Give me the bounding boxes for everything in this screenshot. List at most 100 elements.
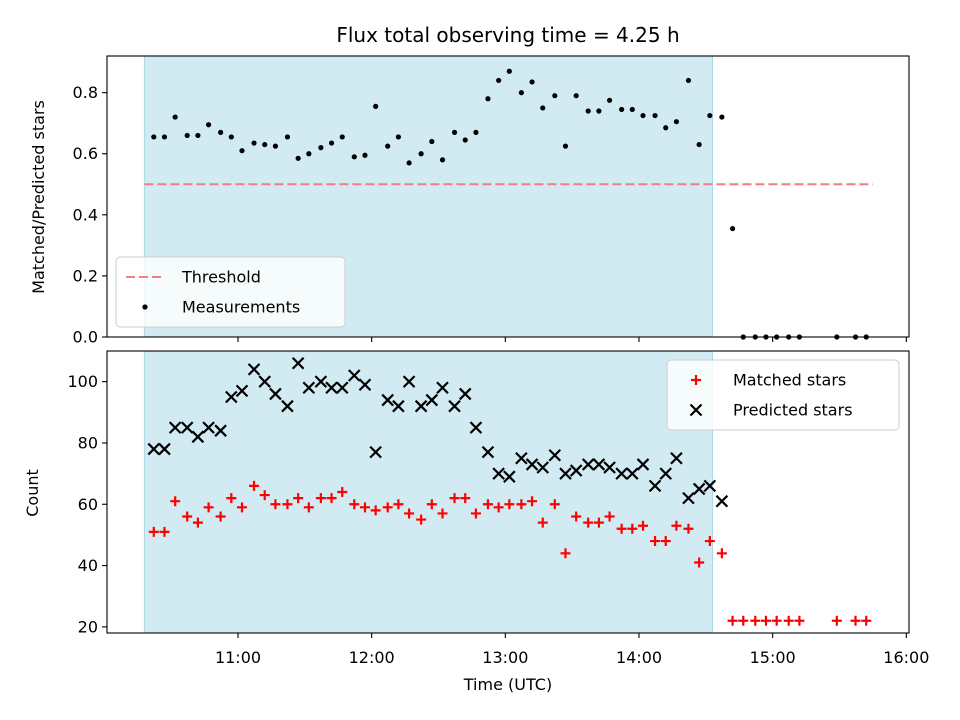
data-point bbox=[703, 479, 717, 493]
data-point bbox=[760, 615, 771, 626]
data-point bbox=[719, 114, 725, 120]
data-point bbox=[750, 615, 761, 626]
data-point bbox=[850, 615, 861, 626]
data-point bbox=[525, 458, 539, 471]
data-point bbox=[437, 508, 448, 519]
data-point bbox=[370, 505, 381, 516]
data-point bbox=[226, 493, 237, 504]
data-point bbox=[451, 129, 458, 135]
y-tick-label: 0.0 bbox=[73, 328, 98, 347]
data-point bbox=[482, 499, 493, 510]
data-point bbox=[172, 114, 178, 120]
data-point bbox=[569, 464, 583, 477]
legend-box bbox=[666, 359, 900, 431]
data-point bbox=[583, 517, 594, 528]
data-point bbox=[158, 442, 171, 456]
data-point bbox=[729, 225, 736, 232]
data-point bbox=[382, 502, 393, 513]
data-point bbox=[449, 493, 460, 504]
legend: Matched stars Predicted stars bbox=[666, 359, 900, 431]
data-point bbox=[573, 93, 579, 99]
data-point bbox=[295, 155, 301, 161]
data-point bbox=[351, 154, 357, 160]
data-point bbox=[195, 132, 201, 139]
data-point bbox=[619, 106, 625, 113]
data-point bbox=[536, 461, 550, 474]
x-tick-label: 14:00 bbox=[616, 648, 662, 667]
legend-label: Measurements bbox=[182, 298, 300, 317]
y-tick-label: 60 bbox=[78, 495, 98, 514]
data-point bbox=[458, 387, 472, 401]
data-point bbox=[359, 502, 370, 513]
data-point bbox=[214, 424, 227, 437]
data-point bbox=[831, 615, 842, 626]
data-point bbox=[439, 157, 446, 163]
data-point bbox=[460, 493, 471, 504]
data-point bbox=[259, 490, 270, 501]
data-point bbox=[337, 487, 348, 497]
x-tick-label: 15:00 bbox=[750, 648, 796, 667]
data-point bbox=[670, 452, 683, 465]
data-point bbox=[385, 143, 391, 149]
data-point bbox=[540, 105, 546, 111]
data-point bbox=[683, 523, 694, 534]
data-point bbox=[469, 421, 483, 434]
data-point bbox=[184, 132, 190, 139]
data-point bbox=[416, 514, 427, 525]
data-point bbox=[235, 384, 249, 398]
data-point bbox=[315, 493, 326, 504]
data-point bbox=[707, 112, 713, 119]
data-point bbox=[615, 467, 628, 480]
data-point bbox=[640, 112, 646, 119]
data-point bbox=[585, 108, 591, 114]
data-point bbox=[562, 143, 569, 149]
data-point bbox=[147, 442, 161, 456]
data-point bbox=[715, 494, 729, 508]
data-point bbox=[404, 508, 415, 519]
data-point bbox=[414, 399, 428, 413]
data-point bbox=[335, 381, 349, 395]
data-point bbox=[529, 79, 535, 85]
data-point bbox=[326, 493, 337, 504]
data-point bbox=[783, 615, 794, 626]
data-point bbox=[203, 502, 214, 513]
legend-label: Matched stars bbox=[733, 371, 846, 390]
data-point bbox=[473, 129, 479, 135]
data-point bbox=[358, 378, 372, 391]
data-point bbox=[339, 134, 345, 140]
data-point bbox=[648, 479, 662, 493]
y-tick-label: 100 bbox=[67, 372, 98, 391]
x-tick-label: 13:00 bbox=[482, 648, 528, 667]
data-point bbox=[393, 499, 404, 510]
data-point bbox=[596, 108, 602, 114]
data-point bbox=[251, 140, 257, 146]
panel-counts: 20 40 60 80 100 11:00 12:00 13:00 14:00 15:00 16:0… bbox=[67, 350, 929, 667]
data-point bbox=[629, 106, 635, 113]
data-point bbox=[284, 134, 291, 140]
data-point bbox=[727, 615, 738, 626]
data-point bbox=[552, 93, 558, 99]
data-point bbox=[606, 97, 613, 103]
data-point bbox=[282, 499, 293, 510]
data-point bbox=[373, 103, 379, 109]
data-point bbox=[515, 452, 528, 465]
data-point bbox=[182, 511, 193, 522]
data-point bbox=[504, 499, 515, 510]
legend: Threshold Measurements bbox=[115, 256, 346, 328]
data-point bbox=[202, 421, 215, 434]
data-point bbox=[692, 482, 706, 496]
data-point bbox=[362, 152, 368, 158]
data-point bbox=[462, 137, 468, 143]
data-point bbox=[771, 615, 782, 626]
y-axis-label-ratio: Matched/Predicted stars bbox=[29, 100, 48, 294]
data-point bbox=[168, 421, 182, 434]
data-point bbox=[281, 399, 294, 413]
data-point bbox=[549, 499, 560, 510]
data-point bbox=[581, 458, 595, 471]
series-matched-stars bbox=[148, 480, 872, 626]
chart-title: Flux total observing time = 4.25 h bbox=[336, 23, 679, 47]
legend-swatch bbox=[691, 375, 701, 385]
data-point bbox=[425, 393, 439, 407]
data-point bbox=[485, 96, 491, 102]
data-point bbox=[258, 375, 272, 388]
